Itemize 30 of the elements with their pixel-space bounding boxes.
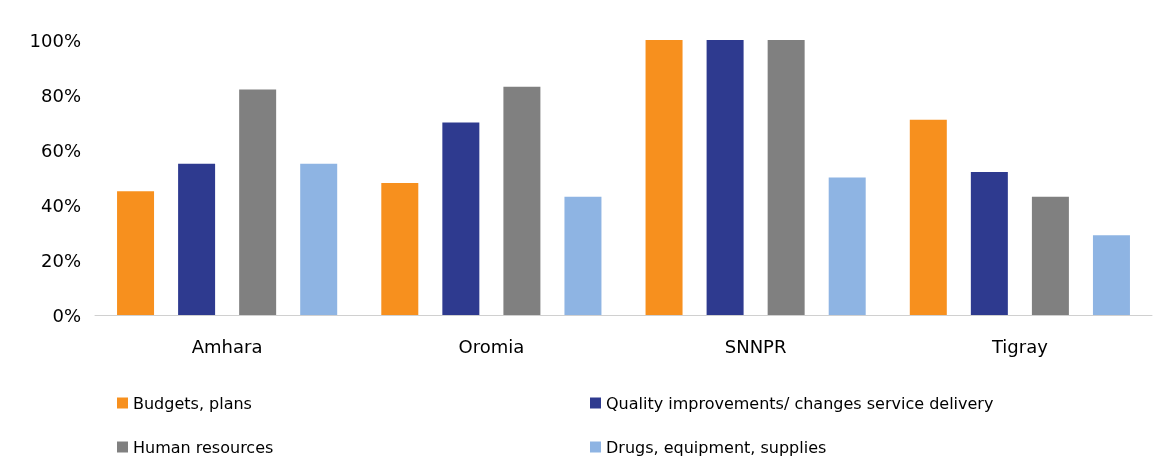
bar bbox=[564, 196, 602, 315]
y-tick-label: 40% bbox=[40, 194, 81, 216]
bar bbox=[117, 191, 155, 315]
bar bbox=[381, 183, 419, 315]
y-tick-label: 0% bbox=[52, 304, 81, 326]
bar bbox=[300, 163, 338, 315]
bar bbox=[178, 163, 216, 315]
x-tick-label: Oromia bbox=[458, 335, 525, 357]
bar bbox=[503, 86, 541, 315]
bar bbox=[239, 89, 277, 315]
y-tick-label: 80% bbox=[40, 84, 81, 106]
bar bbox=[828, 177, 866, 315]
bar bbox=[1092, 235, 1130, 315]
bar bbox=[706, 40, 744, 315]
y-tick-label: 100% bbox=[29, 29, 81, 51]
legend-label: Human resources bbox=[133, 437, 274, 457]
bar bbox=[970, 172, 1008, 315]
bar bbox=[767, 40, 805, 315]
y-tick-label: 20% bbox=[40, 249, 81, 271]
legend-label: Quality improvements/ changes service delivery bbox=[606, 393, 994, 413]
bar bbox=[442, 122, 480, 315]
x-tick-label: SNNPR bbox=[724, 335, 787, 357]
y-tick-label: 60% bbox=[40, 139, 81, 161]
legend-label: Drugs, equipment, supplies bbox=[606, 437, 827, 457]
legend-label: Budgets, plans bbox=[133, 393, 252, 413]
x-tick-label: Amhara bbox=[191, 335, 263, 357]
bar bbox=[645, 40, 683, 315]
bar bbox=[1031, 196, 1069, 315]
x-tick-label: Tigray bbox=[990, 335, 1049, 357]
bar bbox=[909, 119, 947, 315]
